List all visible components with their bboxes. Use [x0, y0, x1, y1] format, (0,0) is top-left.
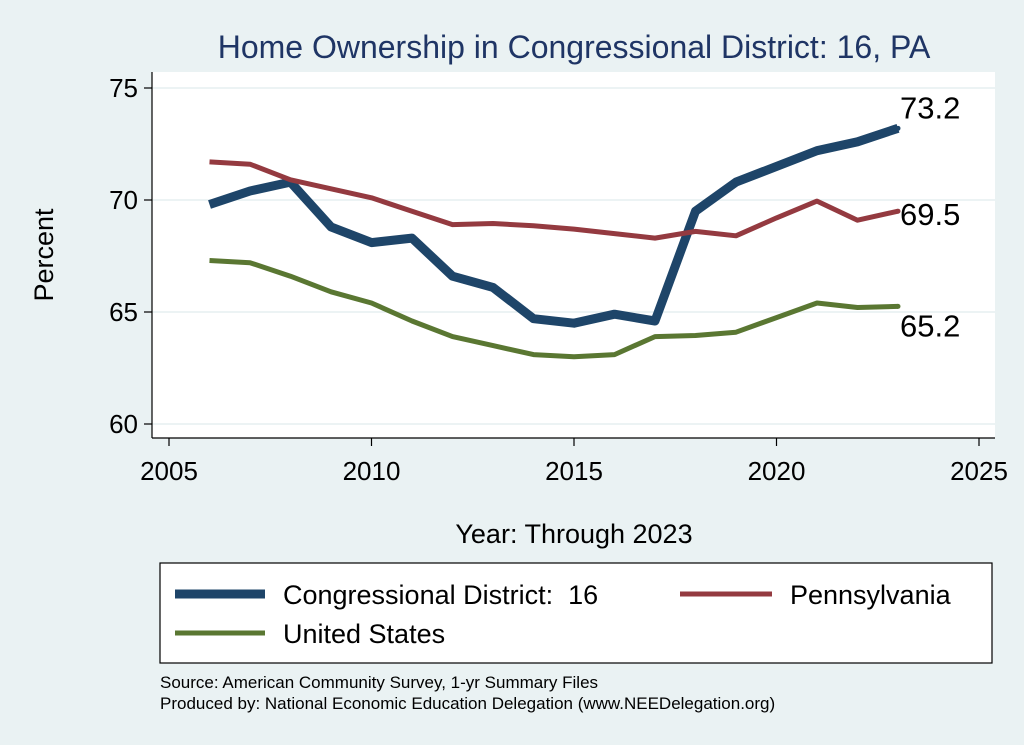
x-tick-label: 2010: [343, 456, 401, 486]
series-end-label-1: 69.5: [900, 197, 960, 232]
x-tick-label: 2015: [545, 456, 603, 486]
series-end-label-2: 65.2: [900, 308, 960, 343]
y-tick-label: 75: [109, 73, 138, 103]
gridlines: [152, 87, 995, 425]
end-labels: 73.2 69.5 65.2: [900, 90, 960, 343]
series-end-label-0: 73.2: [900, 90, 960, 125]
plot-area: [152, 72, 995, 438]
x-tick-label: 2005: [140, 456, 198, 486]
y-axis-ticks: 60 65 70 75: [109, 73, 152, 439]
series-lines: [208, 124, 901, 360]
source-note: Source: American Community Survey, 1-yr …: [160, 673, 598, 692]
produced-note: Produced by: National Economic Education…: [160, 694, 775, 713]
y-tick-label: 65: [109, 297, 138, 327]
legend-box: [159, 562, 993, 664]
y-tick-label: 60: [109, 409, 138, 439]
legend-label-united-states: United States: [283, 619, 445, 649]
series-end-point-1: [895, 208, 901, 214]
x-axis-title: Year: Through 2023: [455, 519, 692, 549]
legend-label-congressional-district: Congressional District: 16: [283, 580, 598, 610]
y-tick-label: 70: [109, 185, 138, 215]
x-tick-label: 2025: [950, 456, 1008, 486]
x-axis-ticks: 2005 2010 2015 2020 2025: [140, 438, 1008, 486]
series-line-0: [208, 124, 900, 328]
chart-title: Home Ownership in Congressional District…: [218, 29, 931, 65]
legend-label-pennsylvania: Pennsylvania: [790, 580, 952, 610]
series-end-point-2: [895, 303, 901, 309]
x-tick-label: 2020: [748, 456, 806, 486]
series-line-1: [209, 159, 899, 241]
legend: Congressional District: 16 Pennsylvania …: [159, 562, 993, 664]
y-axis-title: Percent: [29, 208, 59, 302]
series-line-2: [209, 258, 899, 360]
series-end-point-0: [895, 125, 901, 131]
